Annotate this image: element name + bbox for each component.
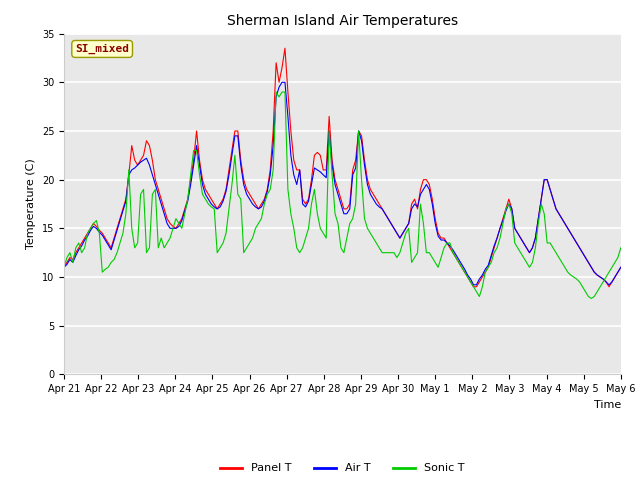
Panel T [617,264,625,270]
Y-axis label: Temperature (C): Temperature (C) [26,158,36,250]
Air T [470,282,477,288]
Air T [60,264,68,270]
Air T [190,162,198,168]
Sonic T [617,245,625,251]
Panel T [228,147,236,153]
Air T [220,198,227,204]
Sonic T [272,89,280,95]
Sonic T [220,240,227,246]
Line: Sonic T: Sonic T [64,92,621,299]
Panel T [281,45,289,51]
Legend: Panel T, Air T, Sonic T: Panel T, Air T, Sonic T [216,459,469,478]
Air T [343,211,351,216]
Air T [316,169,324,175]
Line: Air T: Air T [64,82,621,285]
Sonic T [60,264,68,270]
Sonic T [316,226,324,231]
Panel T [119,206,127,212]
Panel T [316,153,324,158]
Air T [617,264,625,270]
Sonic T [343,235,351,241]
Air T [119,208,127,214]
Title: Sherman Island Air Temperatures: Sherman Island Air Temperatures [227,14,458,28]
Panel T [343,206,351,212]
Panel T [60,264,68,270]
Air T [278,79,286,85]
Sonic T [190,147,198,153]
Sonic T [588,296,595,301]
Panel T [470,284,477,289]
Panel T [220,196,227,202]
Sonic T [228,181,236,187]
Sonic T [119,230,127,236]
Panel T [190,157,198,163]
X-axis label: Time: Time [593,400,621,409]
Line: Panel T: Panel T [64,48,621,287]
Text: SI_mixed: SI_mixed [75,44,129,54]
Air T [228,153,236,158]
